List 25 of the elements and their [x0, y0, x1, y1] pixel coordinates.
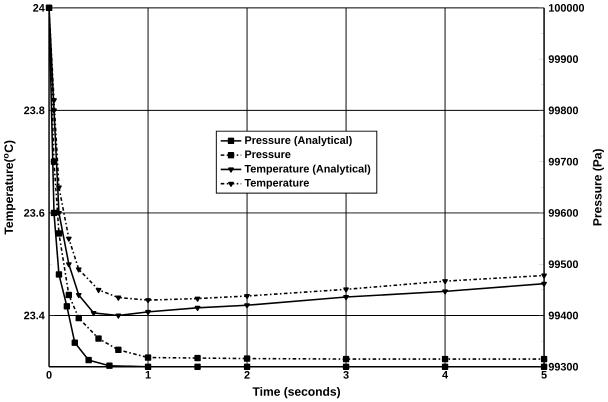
legend-label: Temperature (Analytical): [244, 164, 370, 175]
y-axis-title: Temperature($^{o}$C): [4, 140, 16, 234]
x-tick-label: 5: [541, 370, 547, 378]
x-tick-label: 4: [442, 370, 448, 378]
x-tick-label: 3: [343, 370, 349, 379]
legend-label: Temperature: [244, 178, 309, 189]
y2-axis-title: Pressure (Pa): [592, 148, 604, 226]
x-tick-label: 2: [244, 370, 250, 378]
y-tick-label: 23.6: [24, 208, 44, 217]
y2-tick-label: 99300: [548, 362, 578, 370]
y-tick-label: 24: [33, 4, 45, 12]
x-tick-label: 0: [46, 370, 52, 379]
y2-tick-label: 99500: [548, 260, 578, 268]
y2-tick-label: 99800: [548, 106, 578, 114]
y2-tick-label: 99700: [548, 158, 578, 166]
legend-label: Pressure (Analytical): [245, 136, 352, 146]
y-tick-label: 23.8: [24, 106, 44, 114]
y2-tick-label: 99600: [548, 208, 578, 217]
y-tick-label: 23.4: [24, 312, 45, 320]
y2-tick-label: 99900: [548, 55, 578, 63]
x-tick-label: 1: [146, 370, 151, 378]
y2-tick-label: 99400: [548, 312, 578, 320]
legend-label: Pressure: [245, 150, 291, 158]
y2-tick-label: 100000: [549, 4, 584, 12]
x-axis-title: Time (seconds): [252, 386, 340, 398]
